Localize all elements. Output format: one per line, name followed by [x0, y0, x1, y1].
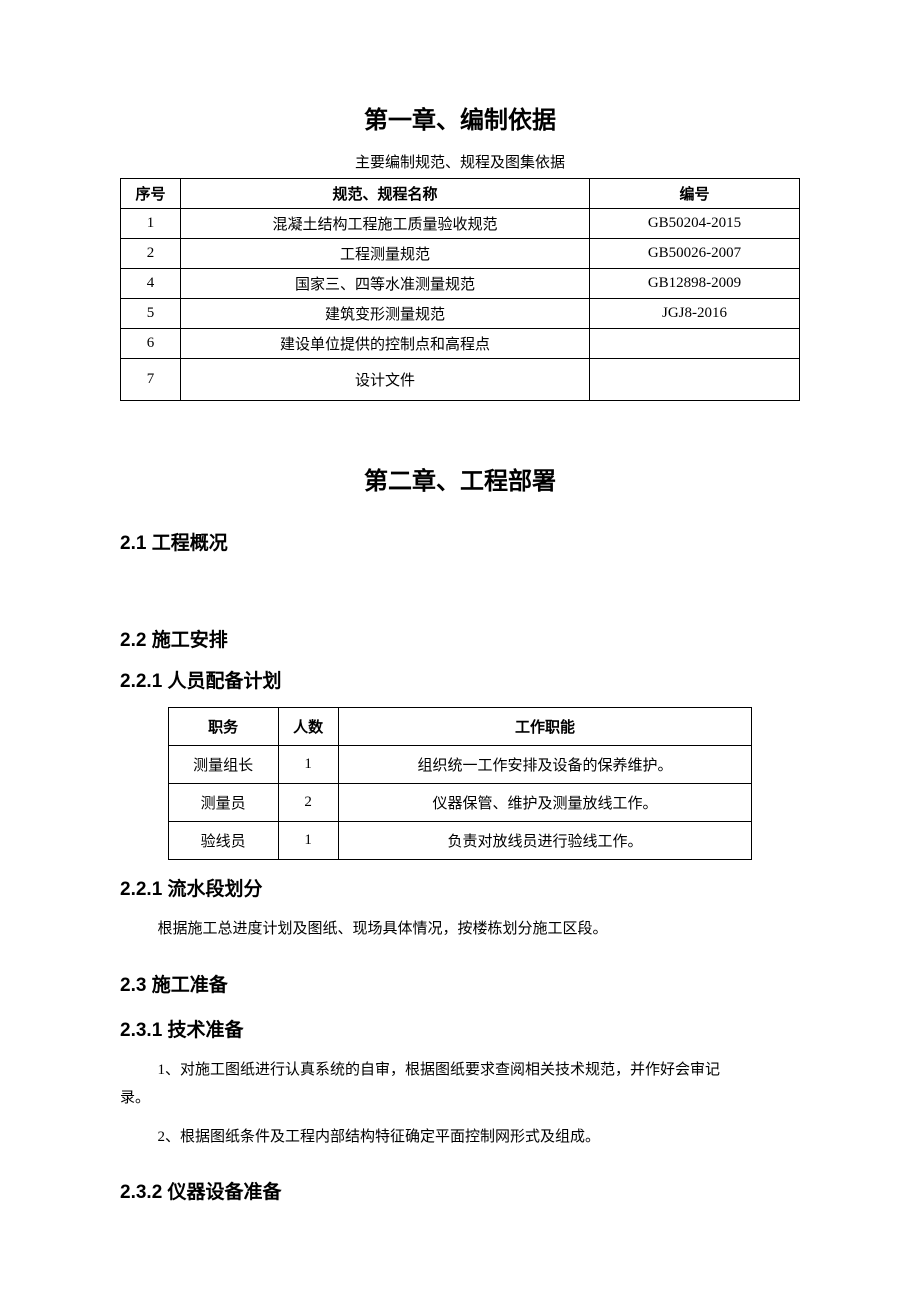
cell-name: 混凝土结构工程施工质量验收规范 — [181, 209, 590, 239]
col-code-header: 编号 — [590, 179, 800, 209]
section-231-p2: 2、根据图纸条件及工程内部结构特征确定平面控制网形式及组成。 — [120, 1123, 800, 1152]
chapter1-subtitle: 主要编制规范、规程及图集依据 — [120, 151, 800, 172]
col-role-header: 职务 — [168, 708, 278, 746]
table-header-row: 职务 人数 工作职能 — [168, 708, 752, 746]
section-21-heading: 2.1 工程概况 — [120, 528, 800, 555]
col-seq-header: 序号 — [121, 179, 181, 209]
section-231-heading: 2.3.1 技术准备 — [120, 1015, 800, 1042]
cell-seq: 7 — [121, 359, 181, 401]
col-num-header: 人数 — [278, 708, 338, 746]
col-name-header: 规范、规程名称 — [181, 179, 590, 209]
chapter2-title: 第二章、工程部署 — [120, 461, 800, 496]
table-row: 4 国家三、四等水准测量规范 GB12898-2009 — [121, 269, 800, 299]
table-row: 测量组长 1 组织统一工作安排及设备的保养维护。 — [168, 746, 752, 784]
section-232-heading: 2.3.2 仪器设备准备 — [120, 1177, 800, 1204]
section-221-heading: 2.2.1 人员配备计划 — [120, 666, 800, 693]
cell-seq: 4 — [121, 269, 181, 299]
table-header-row: 序号 规范、规程名称 编号 — [121, 179, 800, 209]
standards-table: 序号 规范、规程名称 编号 1 混凝土结构工程施工质量验收规范 GB50204-… — [120, 178, 800, 401]
table-row: 2 工程测量规范 GB50026-2007 — [121, 239, 800, 269]
cell-num: 2 — [278, 784, 338, 822]
staffing-table: 职务 人数 工作职能 测量组长 1 组织统一工作安排及设备的保养维护。 测量员 … — [168, 707, 753, 860]
table-row: 5 建筑变形测量规范 JGJ8-2016 — [121, 299, 800, 329]
cell-seq: 1 — [121, 209, 181, 239]
cell-role: 测量员 — [168, 784, 278, 822]
cell-code: JGJ8-2016 — [590, 299, 800, 329]
chapter1-title: 第一章、编制依据 — [120, 100, 800, 135]
cell-role: 验线员 — [168, 822, 278, 860]
table-row: 6 建设单位提供的控制点和高程点 — [121, 329, 800, 359]
section-221b-body: 根据施工总进度计划及图纸、现场具体情况，按楼栋划分施工区段。 — [120, 915, 800, 944]
table-row: 1 混凝土结构工程施工质量验收规范 GB50204-2015 — [121, 209, 800, 239]
spacer — [120, 575, 800, 625]
cell-role: 测量组长 — [168, 746, 278, 784]
section-231-p1-cont: 录。 — [120, 1084, 800, 1113]
cell-duty: 仪器保管、维护及测量放线工作。 — [338, 784, 752, 822]
cell-duty: 负责对放线员进行验线工作。 — [338, 822, 752, 860]
cell-duty: 组织统一工作安排及设备的保养维护。 — [338, 746, 752, 784]
cell-code: GB50026-2007 — [590, 239, 800, 269]
cell-code: GB12898-2009 — [590, 269, 800, 299]
cell-seq: 6 — [121, 329, 181, 359]
cell-name: 建设单位提供的控制点和高程点 — [181, 329, 590, 359]
cell-code — [590, 329, 800, 359]
section-22-heading: 2.2 施工安排 — [120, 625, 800, 652]
table-row: 验线员 1 负责对放线员进行验线工作。 — [168, 822, 752, 860]
section-231-p1: 1、对施工图纸进行认真系统的自审，根据图纸要求查阅相关技术规范，并作好会审记 — [120, 1056, 800, 1085]
cell-name: 设计文件 — [181, 359, 590, 401]
cell-code: GB50204-2015 — [590, 209, 800, 239]
col-duty-header: 工作职能 — [338, 708, 752, 746]
section-23-heading: 2.3 施工准备 — [120, 970, 800, 997]
cell-name: 建筑变形测量规范 — [181, 299, 590, 329]
section-221b-heading: 2.2.1 流水段划分 — [120, 874, 800, 901]
cell-num: 1 — [278, 822, 338, 860]
cell-seq: 2 — [121, 239, 181, 269]
cell-name: 国家三、四等水准测量规范 — [181, 269, 590, 299]
cell-name: 工程测量规范 — [181, 239, 590, 269]
cell-num: 1 — [278, 746, 338, 784]
table-row: 7 设计文件 — [121, 359, 800, 401]
table-row: 测量员 2 仪器保管、维护及测量放线工作。 — [168, 784, 752, 822]
cell-code — [590, 359, 800, 401]
cell-seq: 5 — [121, 299, 181, 329]
